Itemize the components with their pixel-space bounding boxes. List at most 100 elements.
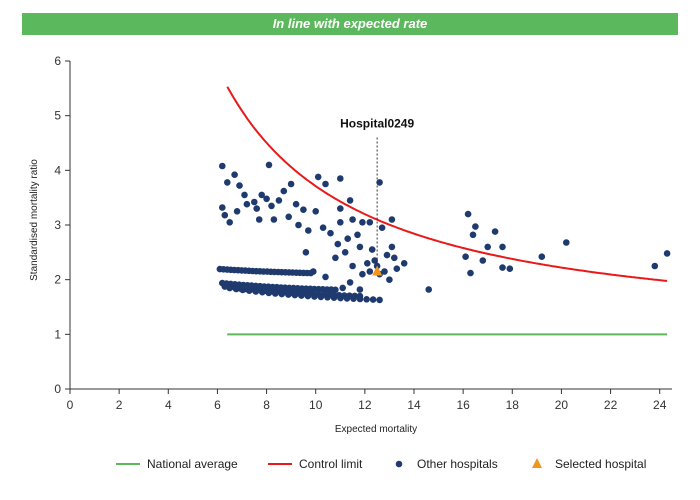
- hospital-point: [462, 253, 469, 260]
- hospital-point: [305, 227, 312, 234]
- hospital-point: [327, 229, 334, 237]
- hospital-point: [332, 254, 339, 262]
- hospital-point: [275, 197, 283, 204]
- x-tick-label: 8: [263, 398, 270, 412]
- hospital-point: [363, 296, 370, 303]
- hospital-point: [322, 180, 329, 188]
- hospital-point: [344, 235, 352, 242]
- hospital-point: [287, 180, 295, 188]
- hospital-point: [255, 216, 263, 223]
- x-tick-label: 10: [309, 398, 323, 412]
- hospital-point: [651, 262, 659, 270]
- hospital-point: [491, 228, 499, 235]
- hospital-point: [393, 265, 401, 273]
- x-tick-label: 14: [407, 398, 421, 412]
- hospital-point: [312, 208, 320, 215]
- hospital-point: [378, 224, 386, 231]
- hospital-point: [369, 296, 377, 303]
- hospital-point: [241, 191, 248, 199]
- y-tick-label: 4: [54, 163, 61, 177]
- selected-hospital-marker: [372, 265, 383, 276]
- hospital-point: [265, 289, 273, 297]
- hospital-point: [243, 200, 251, 208]
- x-tick-label: 20: [555, 398, 569, 412]
- hospital-point: [236, 182, 243, 189]
- hospital-point: [251, 198, 258, 206]
- hospital-point: [386, 276, 393, 284]
- hospital-point: [381, 268, 388, 275]
- hospital-point: [383, 251, 391, 259]
- y-tick-label: 5: [54, 109, 61, 123]
- hospital-point: [232, 285, 240, 293]
- y-axis-label: Standardised mortality ratio: [29, 159, 40, 281]
- hospital-point: [314, 173, 322, 181]
- y-tick-label: 2: [54, 273, 61, 287]
- hospital-point: [332, 286, 339, 294]
- hospital-point: [354, 231, 361, 239]
- hospital-point: [464, 210, 472, 218]
- hospital-point: [388, 243, 396, 251]
- hospital-point: [376, 296, 383, 304]
- hospital-point: [563, 239, 570, 246]
- hospital-point: [310, 268, 317, 275]
- x-tick-label: 22: [604, 398, 618, 412]
- legend-swatch: [532, 458, 542, 468]
- hospital-point: [538, 253, 546, 260]
- hospital-point: [359, 219, 366, 226]
- hospital-point: [366, 219, 374, 226]
- hospital-point: [356, 243, 364, 251]
- hospital-point: [239, 286, 246, 294]
- hospital-point: [388, 216, 396, 223]
- x-tick-label: 2: [116, 398, 123, 412]
- x-tick-label: 4: [165, 398, 172, 412]
- hospital-point: [298, 292, 305, 299]
- series-layer: Hospital0249: [216, 86, 671, 336]
- hospital-point: [366, 268, 374, 275]
- hospital-point: [311, 293, 318, 300]
- hospital-point: [304, 292, 312, 300]
- hospital-point: [484, 243, 492, 251]
- hospital-point: [330, 294, 338, 302]
- hospital-point: [268, 202, 275, 210]
- hospital-point: [346, 279, 354, 286]
- hospital-point: [233, 208, 241, 215]
- hospital-point: [258, 191, 266, 199]
- hospital-point: [469, 231, 477, 239]
- hospital-point: [425, 286, 433, 293]
- hospital-point: [224, 179, 231, 186]
- legend-label: Other hospitals: [417, 457, 498, 471]
- legend-label: Selected hospital: [555, 457, 646, 471]
- selected-hospital-label: Hospital0249: [340, 117, 414, 131]
- x-tick-label: 0: [67, 398, 74, 412]
- x-tick-label: 18: [506, 398, 520, 412]
- x-tick-label: 16: [456, 398, 470, 412]
- y-tick-label: 1: [54, 327, 61, 341]
- legend-swatch: [395, 460, 403, 468]
- hospital-point: [499, 243, 506, 251]
- y-tick-label: 0: [54, 382, 61, 396]
- hospital-point: [400, 260, 408, 267]
- hospital-point: [285, 213, 293, 221]
- hospital-point: [265, 161, 273, 169]
- hospital-point: [292, 200, 300, 208]
- hospital-point: [339, 284, 347, 292]
- hospital-point: [285, 291, 292, 298]
- hospital-point: [246, 287, 253, 295]
- hospital-point: [302, 249, 310, 256]
- control-limit-line: [226, 86, 668, 282]
- hospital-point: [349, 262, 356, 270]
- hospital-point: [472, 223, 479, 230]
- hospital-point: [259, 288, 266, 296]
- hospital-point: [341, 249, 349, 256]
- hospital-point: [371, 257, 379, 264]
- hospital-point: [337, 219, 344, 226]
- legend-label: National average: [147, 457, 238, 471]
- hospital-point: [278, 290, 286, 298]
- legend: National average Control limit Other hospi…: [116, 457, 646, 471]
- hospital-point: [291, 291, 299, 299]
- hospital-point: [337, 294, 344, 302]
- x-axis-label: Expected mortality: [335, 424, 417, 435]
- hospital-point: [349, 216, 356, 223]
